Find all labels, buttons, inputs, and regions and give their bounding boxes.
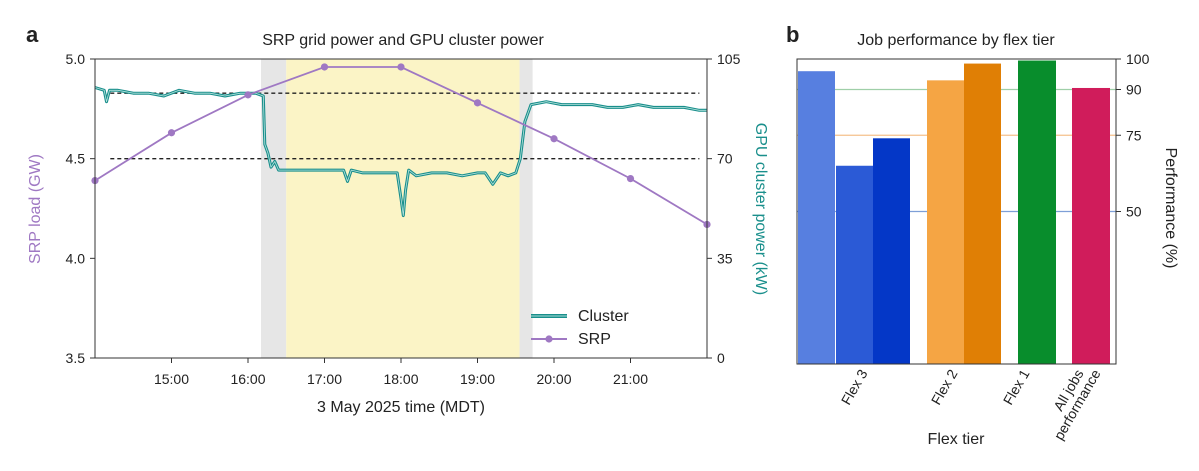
srp-point	[320, 63, 329, 71]
right-y-tick-label: 35	[717, 250, 733, 266]
bar-flex-3	[798, 71, 835, 364]
right-y-axis-ticks: 0 35 70 105	[707, 51, 741, 366]
performance-x-axis-label: Flex tier	[928, 431, 986, 448]
srp-point	[550, 135, 558, 143]
category-label-flex-3: Flex 3	[838, 366, 871, 407]
left-y-tick-label: 3.5	[66, 350, 86, 366]
bar-flex-3	[873, 138, 910, 364]
cluster-series	[94, 86, 707, 218]
performance-bars	[798, 60, 1110, 365]
performance-y-tick-label: 100	[1126, 51, 1150, 67]
legend-cluster-label: Cluster	[578, 308, 629, 325]
category-label-flex-2: Flex 2	[928, 366, 961, 407]
legend-srp-label: SRP	[578, 331, 611, 348]
left-y-tick-label: 4.0	[66, 250, 86, 266]
panel-a-letter: a	[26, 22, 39, 47]
srp-point	[473, 99, 482, 107]
performance-y-tick-label: 75	[1126, 127, 1142, 143]
cluster-line-highlight	[94, 87, 707, 217]
x-tick-label: 20:00	[536, 371, 571, 387]
x-tick-label: 17:00	[307, 371, 342, 387]
left-y-axis-ticks: 3.5 4.0 4.5 5.0	[66, 51, 95, 366]
performance-y-axis-label: Performance (%)	[1162, 148, 1179, 269]
bar-flex-2	[927, 80, 964, 364]
right-y-tick-label: 70	[717, 151, 733, 167]
panel-a-title: SRP grid power and GPU cluster power	[262, 32, 544, 49]
bar-flex-3	[836, 165, 873, 364]
performance-y-ticks: 50 75 90 100	[1116, 51, 1150, 220]
left-y-tick-label: 4.5	[66, 151, 86, 167]
panel-b-title: Job performance by flex tier	[857, 32, 1055, 49]
performance-y-tick-label: 50	[1126, 204, 1142, 220]
panel-b: b Job performance by flex tier 50 75 90 100…	[786, 22, 1179, 448]
panel-b-letter: b	[786, 22, 799, 47]
srp-point	[167, 129, 176, 137]
right-y-tick-label: 105	[717, 51, 741, 67]
x-tick-label: 18:00	[383, 371, 418, 387]
left-y-tick-label: 5.0	[66, 51, 86, 67]
srp-series	[91, 63, 711, 229]
legend-srp: SRP	[531, 331, 611, 348]
bar-flex-1	[1018, 60, 1056, 365]
category-label-flex-1: Flex 1	[1000, 366, 1033, 407]
x-tick-label: 19:00	[460, 371, 495, 387]
performance-y-tick-label: 90	[1126, 82, 1142, 98]
shaded-region-transition	[261, 59, 287, 358]
legend-cluster: Cluster	[531, 308, 629, 325]
x-tick-label: 21:00	[613, 371, 648, 387]
left-y-axis-label: SRP load (GW)	[27, 154, 44, 264]
x-tick-label: 15:00	[154, 371, 189, 387]
bar-all-jobs-performance	[1072, 87, 1110, 364]
srp-point	[244, 91, 252, 99]
x-tick-label: 16:00	[230, 371, 265, 387]
shaded-regions	[261, 59, 533, 358]
srp-point	[626, 175, 635, 183]
srp-point	[397, 63, 405, 71]
panel-a: a SRP grid power and GPU cluster power 1…	[26, 22, 769, 416]
right-y-axis-label: GPU cluster power (kW)	[752, 123, 769, 295]
x-axis-label: 3 May 2025 time (MDT)	[317, 399, 485, 416]
x-axis-ticks: 15:00 16:00 17:00 18:00 19:00 20:00 21:00	[154, 358, 648, 387]
bar-flex-2	[964, 63, 1001, 364]
right-y-tick-label: 0	[717, 350, 725, 366]
legend: Cluster SRP	[531, 308, 629, 348]
legend-srp-marker	[545, 335, 553, 343]
